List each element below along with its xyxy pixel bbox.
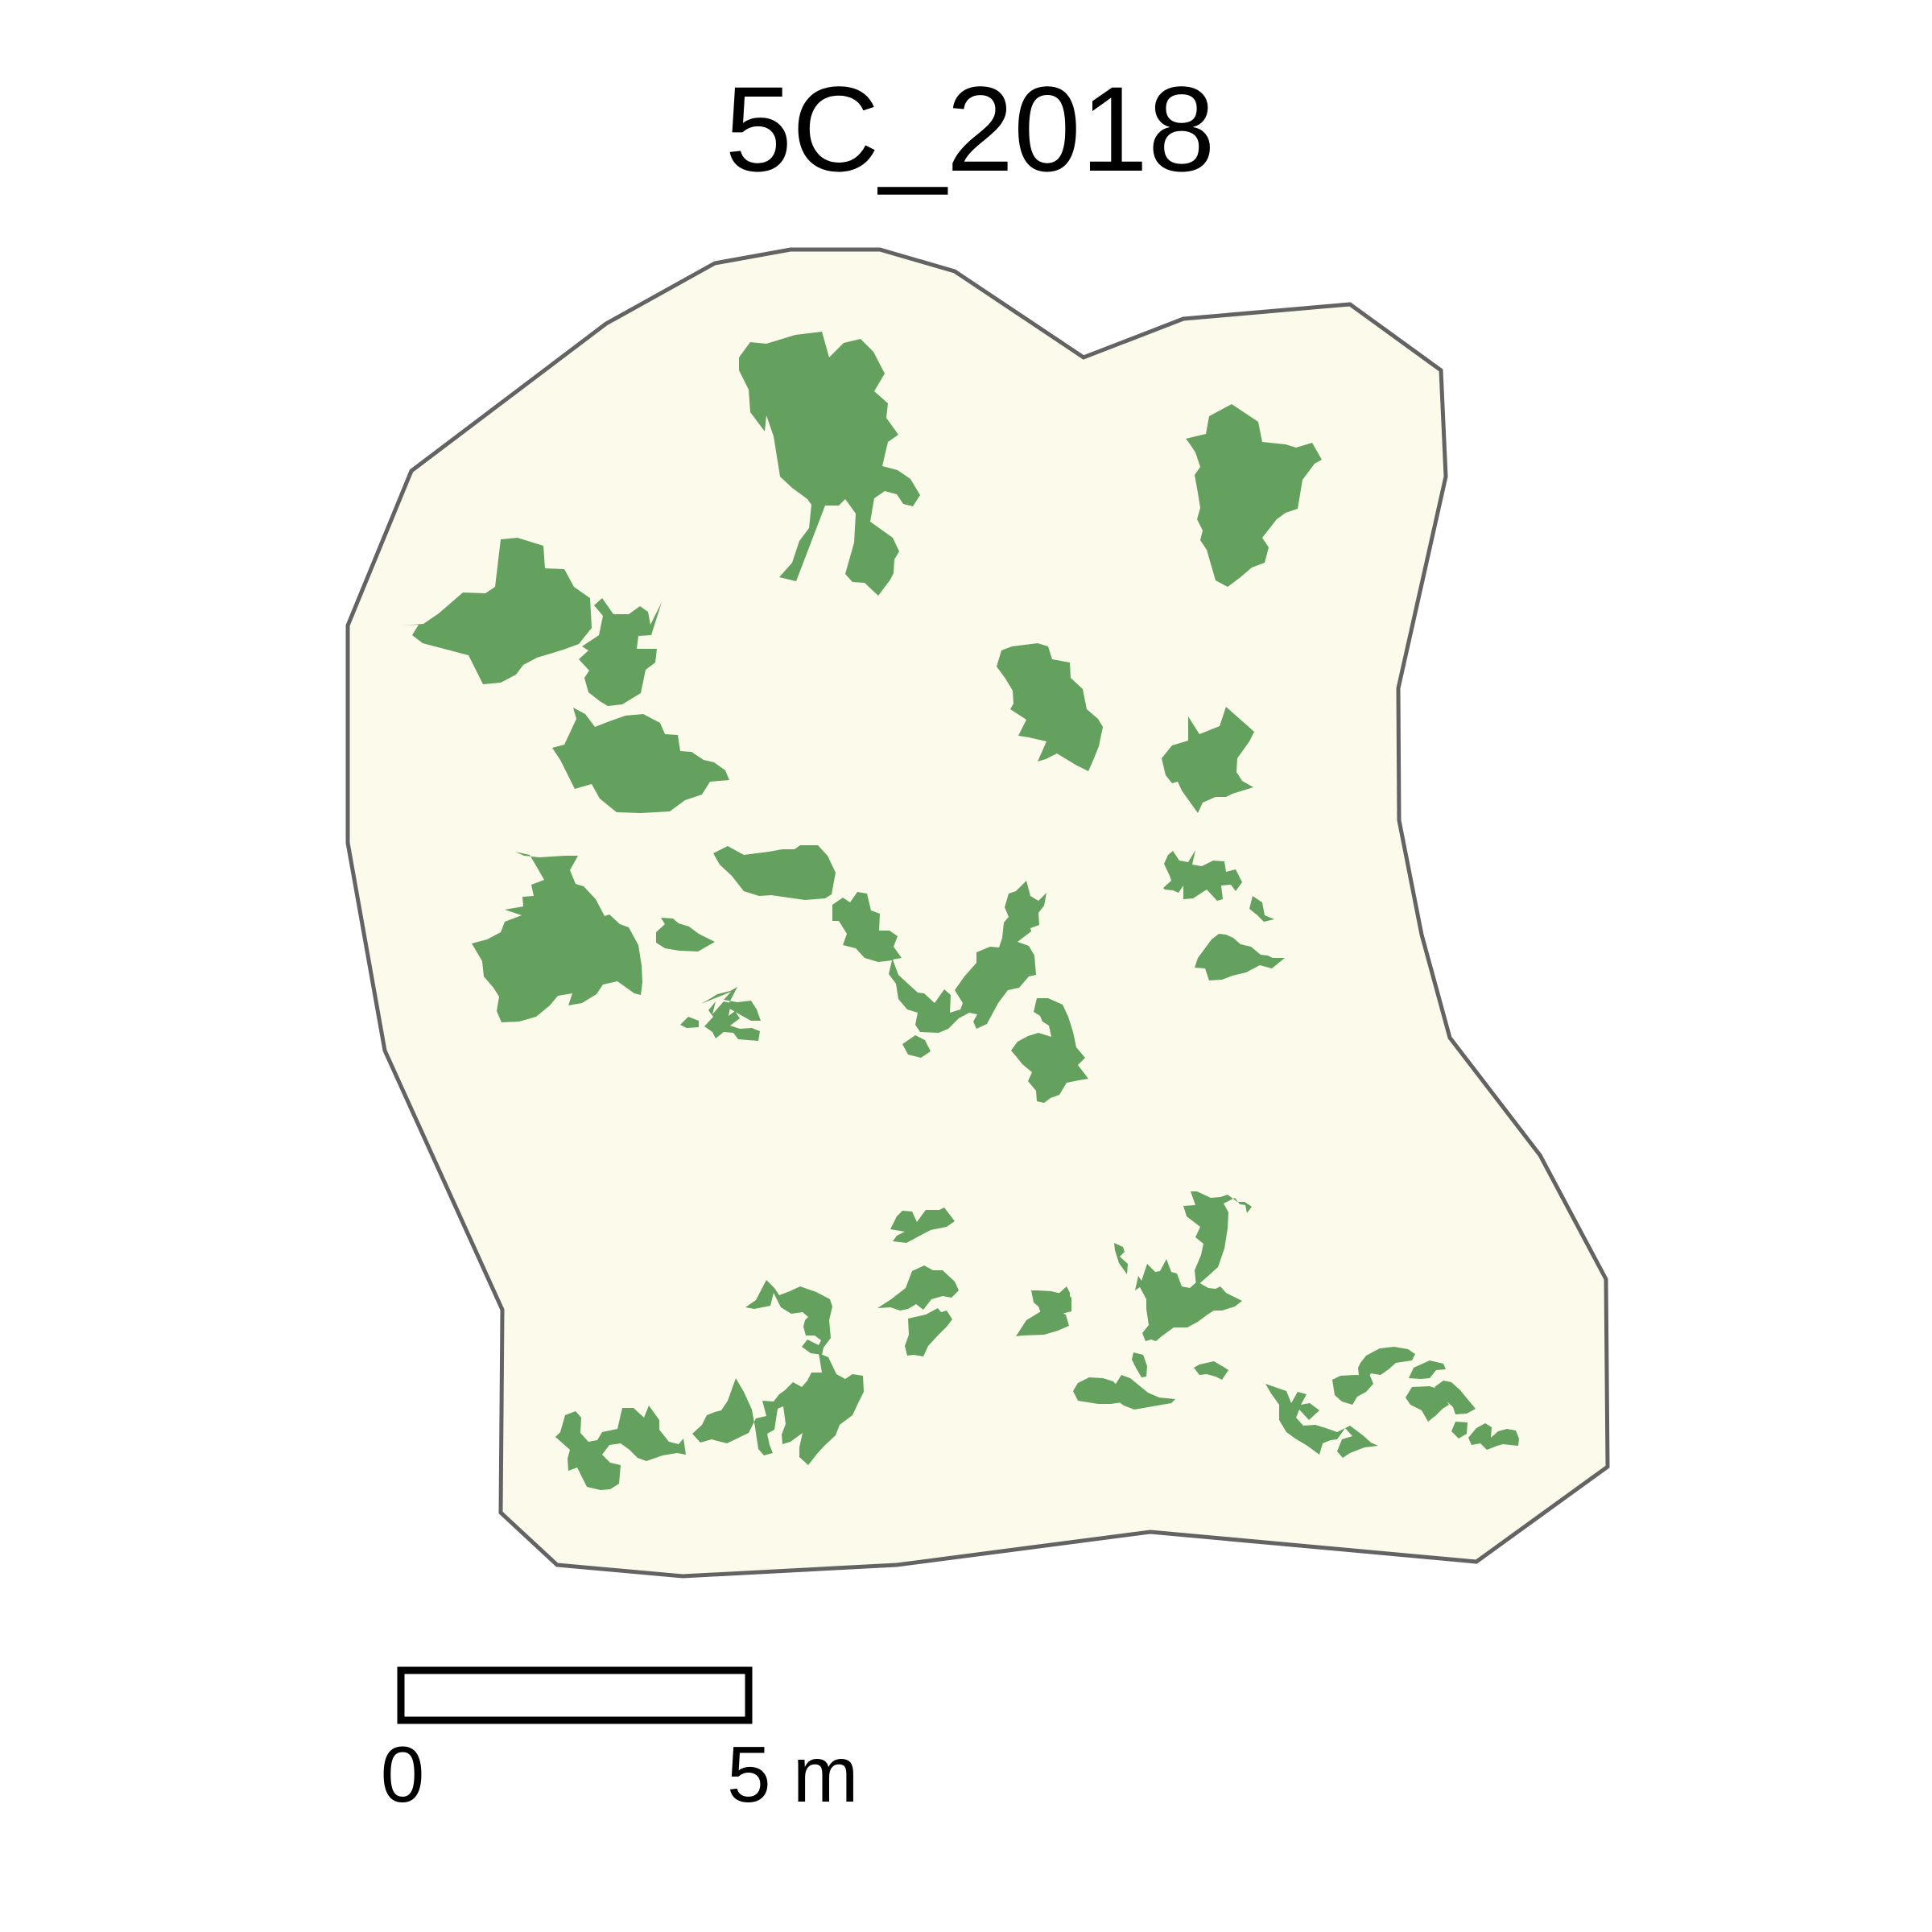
vegetation-patch	[1451, 1422, 1468, 1439]
vegetation-patch	[1406, 1386, 1449, 1422]
map-title: 5C_2018	[725, 61, 1216, 196]
scale-bar-box	[397, 1666, 753, 1724]
vegetation-patch	[905, 1308, 952, 1356]
vegetation-patch	[1186, 404, 1322, 587]
vegetation-patch	[1468, 1423, 1519, 1450]
vegetation-patch	[877, 1265, 959, 1311]
vegetation-patch	[656, 918, 715, 952]
vegetation-patch	[745, 1280, 832, 1355]
vegetation-patch	[890, 1208, 955, 1243]
scale-bar: 0 5 m	[381, 1666, 858, 1818]
vegetation-patch	[1011, 998, 1088, 1103]
vegetation-patch	[1135, 1259, 1242, 1341]
vegetation-patches	[401, 332, 1519, 1490]
vegetation-patch	[997, 643, 1103, 771]
vegetation-patch	[832, 881, 1046, 1033]
vegetation-patch	[704, 1001, 760, 1041]
vegetation-patch	[1183, 1191, 1252, 1286]
vegetation-patch	[1163, 850, 1242, 901]
vegetation-patch	[1265, 1384, 1378, 1458]
vegetation-patch	[713, 845, 836, 900]
scale-bar-end-label: 5 m	[727, 1730, 858, 1818]
vegetation-patch	[680, 1017, 699, 1028]
vegetation-patch	[1132, 1352, 1147, 1377]
vegetation-patch	[1195, 934, 1285, 980]
vegetation-patch	[902, 1035, 931, 1058]
vegetation-patch	[579, 598, 662, 706]
vegetation-patch	[1249, 896, 1274, 922]
vegetation-patch	[401, 538, 592, 684]
vegetation-patch	[701, 987, 761, 1021]
vegetation-patch	[1162, 707, 1254, 813]
scale-bar-start-label: 0	[381, 1730, 425, 1818]
vegetation-patch	[1016, 1310, 1069, 1336]
vegetation-patch	[739, 332, 920, 596]
vegetation-patch	[555, 1406, 686, 1490]
plot-boundary	[345, 247, 1610, 1579]
vegetation-patch	[1111, 1375, 1175, 1410]
vegetation-patch	[1358, 1347, 1415, 1382]
vegetation-patch	[472, 852, 642, 1022]
vegetation-patch	[1114, 1243, 1128, 1274]
vegetation-patch	[1409, 1360, 1446, 1379]
vegetation-patch	[692, 1353, 864, 1465]
vegetation-patch	[1332, 1375, 1373, 1405]
vegetation-patch	[1435, 1381, 1476, 1414]
vegetation-patch	[1194, 1361, 1228, 1380]
vegetation-patch	[552, 708, 729, 813]
